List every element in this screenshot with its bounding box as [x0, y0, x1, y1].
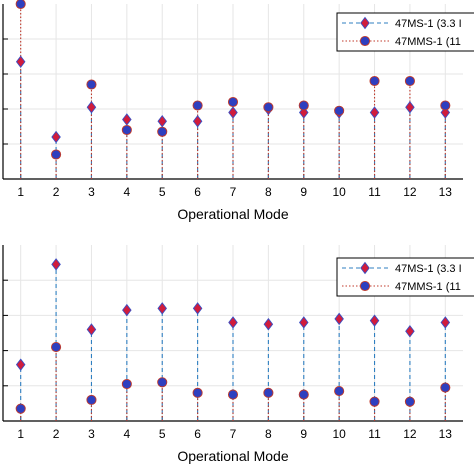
data-point-circle [440, 382, 451, 393]
legend: 47MS-1 (3.3 I 47MMS-1 (11 [336, 257, 474, 297]
x-tick-label: 3 [88, 427, 95, 441]
x-tick-label: 10 [332, 427, 346, 441]
data-point-circle [51, 342, 62, 353]
x-tick-label: 2 [53, 427, 60, 441]
x-tick-label: 1 [17, 427, 24, 441]
data-point-circle [227, 96, 239, 108]
data-point-circle [263, 102, 274, 113]
x-tick-label: 3 [88, 185, 95, 199]
x-tick-label: 8 [265, 185, 272, 199]
x-axis-label: Operational Mode [177, 448, 289, 464]
x-tick-label: 11 [368, 427, 381, 441]
data-point-circle [15, 0, 26, 10]
data-point-circle [369, 75, 380, 87]
x-tick-label: 4 [124, 185, 131, 199]
data-point-diamond [192, 302, 203, 315]
data-point-diamond [15, 55, 26, 68]
x-tick-label: 6 [194, 427, 201, 441]
legend-box [336, 257, 474, 297]
data-point-diamond [122, 113, 132, 126]
x-tick-label: 13 [439, 185, 453, 199]
x-axis-label: Operational Mode [177, 206, 289, 222]
data-point-circle [86, 394, 97, 405]
data-point-diamond [369, 106, 380, 119]
legend-marker-circle [359, 280, 371, 292]
data-point-diamond [86, 323, 97, 336]
legend-marker-circle [359, 35, 371, 47]
x-tick-label: 6 [194, 185, 201, 199]
data-point-circle [227, 389, 239, 400]
data-point-diamond [15, 358, 26, 371]
data-point-diamond [228, 106, 238, 119]
data-point-circle [86, 79, 97, 90]
x-tick-label: 9 [300, 185, 307, 199]
data-point-circle [15, 403, 26, 414]
data-point-circle [369, 396, 380, 407]
data-point-circle [404, 396, 415, 407]
data-point-diamond [157, 115, 167, 128]
x-tick-label: 8 [265, 427, 272, 441]
data-point-diamond [440, 316, 451, 329]
data-point-diamond [334, 312, 344, 326]
data-point-diamond [369, 314, 380, 327]
x-tick-label: 1 [17, 185, 24, 199]
data-point-circle [157, 377, 168, 388]
data-point-circle [334, 105, 345, 116]
x-tick-label: 7 [230, 185, 237, 199]
data-point-diamond [192, 115, 203, 128]
x-tick-label: 5 [159, 185, 166, 199]
x-tick-label: 11 [368, 185, 381, 199]
data-point-diamond [51, 130, 61, 144]
data-point-circle [334, 386, 345, 397]
data-point-circle [298, 100, 309, 111]
data-point-diamond [263, 317, 274, 331]
legend: 47MS-1 (3.3 I 47MMS-1 (11 [336, 12, 474, 52]
x-tick-label: 12 [403, 185, 417, 199]
legend-label: 47MS-1 (3.3 I [395, 263, 462, 275]
legend-marker-diamond [360, 261, 370, 275]
data-point-diamond [299, 316, 309, 329]
x-tick-label: 10 [332, 185, 346, 199]
data-point-circle [121, 378, 132, 390]
legend-marker-diamond [360, 16, 370, 30]
x-tick-label: 5 [159, 427, 166, 441]
x-tick-label: 13 [439, 427, 453, 441]
x-tick-label: 12 [403, 427, 417, 441]
data-point-diamond [86, 101, 97, 114]
legend-label: 47MMS-1 (11 [395, 281, 461, 293]
data-point-circle [157, 126, 168, 137]
x-tick-label: 2 [53, 185, 60, 199]
data-point-circle [263, 387, 274, 398]
legend-label: 47MMS-1 (11 [395, 36, 461, 48]
data-point-circle [121, 124, 132, 136]
x-tick-label: 9 [300, 427, 307, 441]
data-point-diamond [51, 258, 61, 271]
data-point-circle [440, 100, 451, 111]
data-point-diamond [405, 324, 415, 338]
data-point-circle [51, 149, 62, 160]
data-point-circle [404, 75, 415, 87]
x-tick-label: 7 [230, 427, 237, 441]
legend-label: 47MS-1 (3.3 I [395, 18, 462, 30]
data-point-circle [192, 387, 203, 398]
x-tick-label: 4 [124, 427, 131, 441]
data-point-circle [298, 389, 309, 400]
data-point-diamond [122, 303, 132, 317]
data-point-diamond [157, 302, 167, 315]
data-point-diamond [405, 101, 415, 114]
data-point-circle [192, 100, 203, 111]
legend-box [336, 12, 474, 52]
data-point-diamond [228, 316, 238, 329]
